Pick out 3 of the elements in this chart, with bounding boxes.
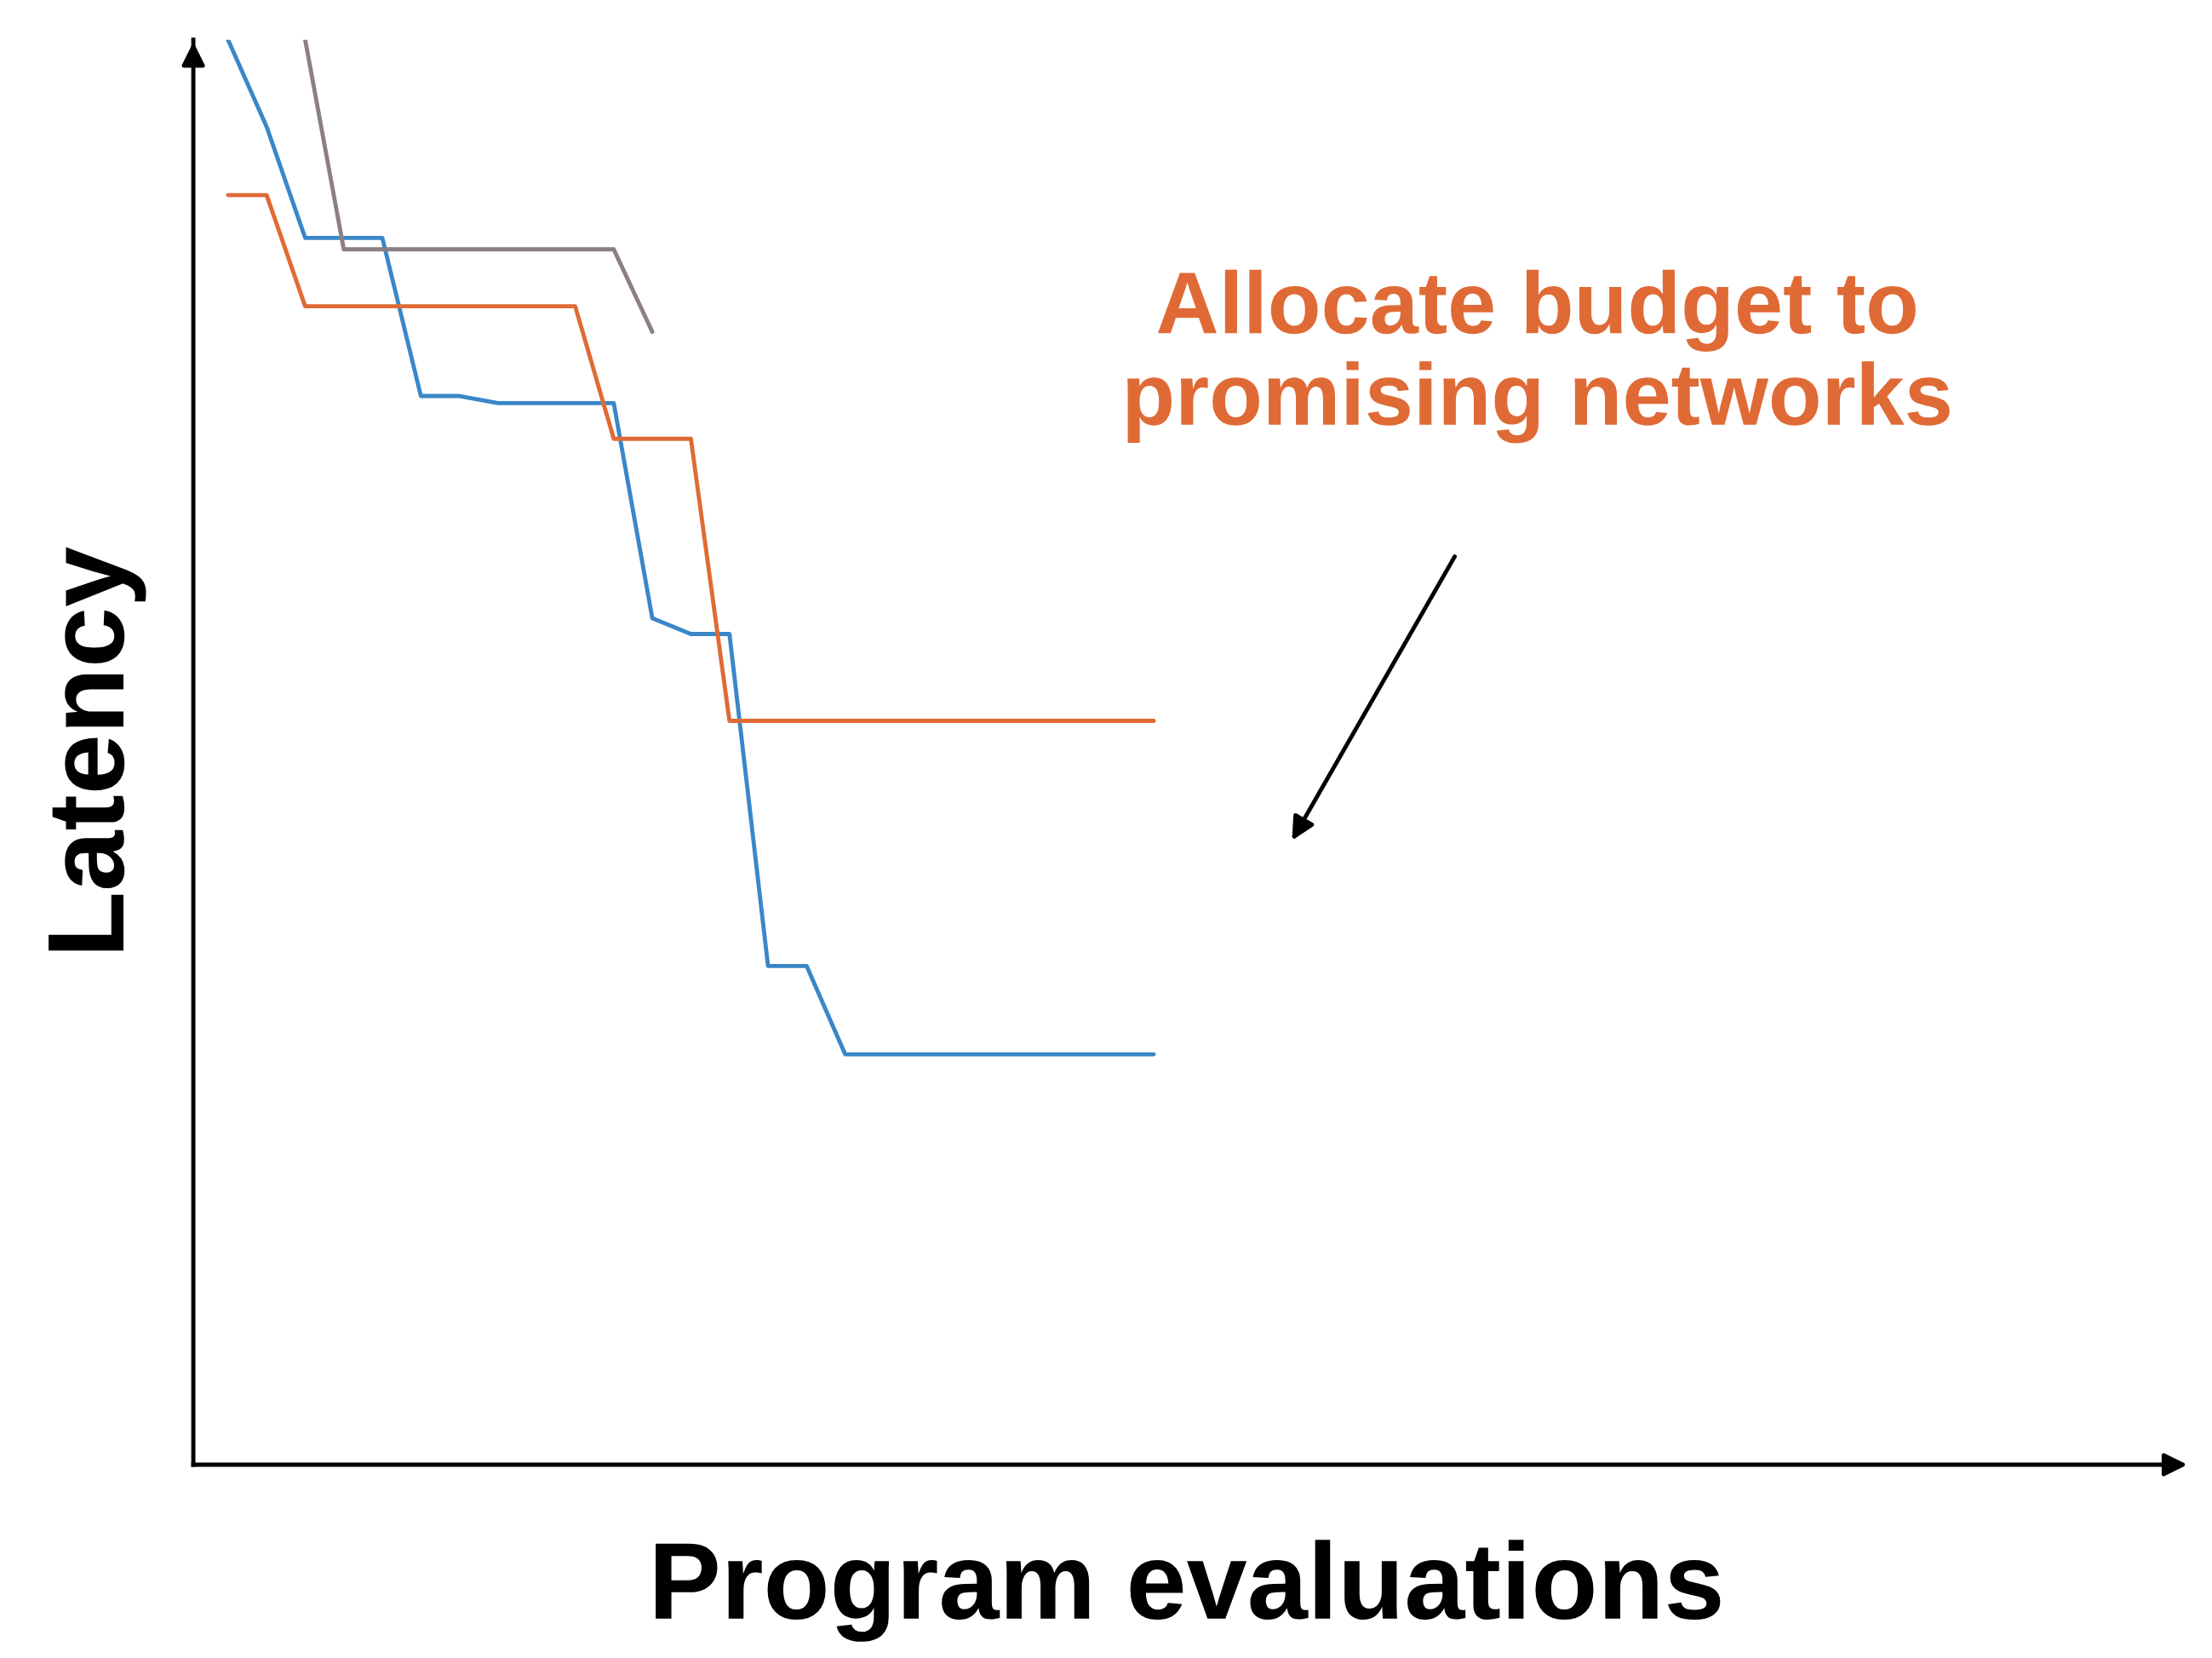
annotation: Allocate budget to promising networks [1127, 269, 1950, 444]
x-axis-title: Program evaluations [656, 1540, 1721, 1642]
y-axis-title: Latency [49, 547, 146, 951]
